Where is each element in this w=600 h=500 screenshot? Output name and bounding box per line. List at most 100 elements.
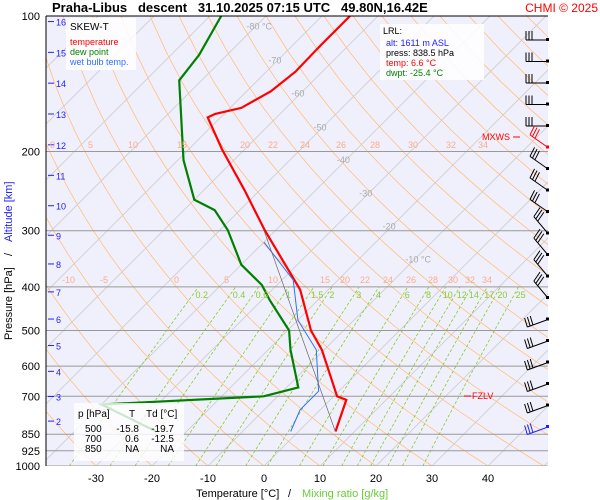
wind-barb-icon (524, 358, 549, 371)
lrl-alt: alt: 1611 m ASL (386, 38, 449, 48)
mixing-ratio-label: 1 (286, 290, 291, 300)
cell: NA (160, 444, 174, 455)
x-axis-sep: / (288, 488, 292, 500)
adiabat-label: 5 (88, 140, 93, 150)
altitude-tick-label: 6 (56, 315, 61, 325)
table-header-t: T (129, 409, 135, 420)
legend-temperature: temperature (70, 37, 119, 47)
adiabat-label: 32 (465, 275, 475, 285)
mixing-ratio-label: 10 (443, 290, 453, 300)
cell: 700 (85, 434, 102, 445)
y-axis-title-pressure: Pressure [hPa] (3, 267, 15, 340)
pressure-tick-label: 300 (22, 226, 40, 238)
altitude-tick-label: 12 (56, 141, 66, 151)
isotherm-label: -10 °C (405, 255, 431, 265)
pressure-tick-label: 600 (22, 361, 40, 373)
x-tick-label: 40 (482, 473, 494, 485)
dry-adiabat-line (236, 16, 548, 339)
fzlv-label: FZLV (472, 391, 493, 401)
y-axis-sep: / (3, 252, 15, 256)
adiabat-label: 26 (406, 275, 416, 285)
y-axis-title-altitude: Altitude [km] (3, 181, 15, 242)
isotherm-line (46, 16, 323, 293)
mixing-ratio-label: 3 (356, 290, 361, 300)
adiabat-label: 20 (240, 140, 250, 150)
isotherm-line (263, 181, 548, 466)
adiabat-label: -10 (62, 275, 75, 285)
copyright: CHMI © 2025 (525, 1, 598, 15)
wind-barb-icon (533, 250, 549, 278)
mixing-ratio-label: 17 (484, 290, 494, 300)
isotherm-line (46, 16, 379, 349)
legend-wet-bulb: wet bulb temp. (69, 57, 129, 67)
wind-barb-icon (525, 31, 549, 41)
isotherm-label: -30 (359, 189, 372, 199)
adiabat-label: 10 (268, 275, 278, 285)
isotherm-line (319, 237, 548, 466)
wind-barb-icon (533, 228, 549, 256)
mixing-ratio-label: 8 (426, 290, 431, 300)
isotherm-line (46, 16, 267, 237)
altitude-tick-label: 7 (56, 288, 61, 298)
dry-adiabat-line (556, 16, 600, 466)
wind-barb-icon (529, 190, 549, 213)
isotherm-label: -70 (268, 56, 281, 66)
mixing-ratio-label: 4 (376, 290, 381, 300)
adiabat-label: 15 (320, 275, 330, 285)
cell: 500 (85, 424, 102, 435)
x-tick-label: 10 (314, 473, 326, 485)
isotherm-line (431, 349, 548, 466)
wind-barb-icon (533, 207, 549, 235)
isotherm-label: -20 (383, 221, 396, 231)
dry-adiabat-line (323, 16, 548, 245)
isotherm-line (46, 16, 155, 125)
wind-barb-icon (525, 95, 549, 106)
table-row: 700 0.6 -12.5 (85, 434, 174, 445)
wind-barb-icon (525, 74, 549, 84)
x-axis-title-temp: Temperature [°C] (196, 488, 279, 500)
level-table: p [hPa] T Td [°C] 500 -15.8 -19.7 700 0.… (74, 403, 184, 461)
cell: -15.8 (116, 424, 139, 435)
legend-dew-point: dew point (70, 47, 109, 57)
mixing-ratio-label: 25 (516, 290, 526, 300)
isotherm-label: -80 °C (246, 22, 272, 32)
table-row: 500 -15.8 -19.7 (85, 424, 174, 435)
adiabat-label: 34 (482, 275, 492, 285)
cell: 0.6 (125, 434, 139, 445)
isotherm-line (375, 293, 548, 466)
mixing-ratio-label: 14 (469, 290, 479, 300)
x-axis-title-mixing: Mixing ratio [g/kg] (302, 488, 388, 500)
adiabat-label: 20 (340, 275, 350, 285)
pressure-tick-label: 700 (22, 391, 40, 403)
mixing-ratio-label: 0.2 (196, 290, 209, 300)
mxws-label: MXWS (482, 132, 510, 142)
mixing-ratio-label: 12 (457, 290, 467, 300)
wind-barb-icon (524, 337, 549, 349)
lrl-box: LRL: alt: 1611 m ASL press: 838.5 hPa te… (380, 24, 484, 80)
adiabat-label: 15 (177, 140, 187, 150)
isotherm-line (46, 16, 435, 405)
legend-title: SKEW-T (70, 22, 109, 33)
lrl-temp: temp: 6.6 °C (386, 58, 437, 68)
wind-barb-icon (529, 147, 549, 170)
adiabat-label: -5 (100, 275, 108, 285)
dry-adiabat-line (352, 16, 548, 215)
adiabat-label: 30 (408, 140, 418, 150)
dry-adiabat-line (178, 16, 548, 403)
isotherm-line (543, 461, 548, 466)
isotherm-label: -40 (337, 155, 350, 165)
wind-barb-icon (525, 117, 549, 127)
adiabat-label: 0 (50, 140, 55, 150)
table-row: 850 NA NA (85, 444, 174, 455)
adiabat-label: 22 (360, 275, 370, 285)
lrl-press: press: 838.5 hPa (386, 48, 454, 58)
adiabat-label: 10 (128, 140, 138, 150)
wind-barb-icon (529, 125, 549, 149)
altitude-tick-label: 14 (56, 79, 66, 89)
altitude-tick-label: 2 (56, 417, 61, 427)
altitude-tick-label: 11 (56, 171, 65, 181)
lrl-title: LRL: (383, 26, 402, 36)
isotherm-label: -50 (314, 122, 327, 132)
cell: NA (125, 444, 139, 455)
